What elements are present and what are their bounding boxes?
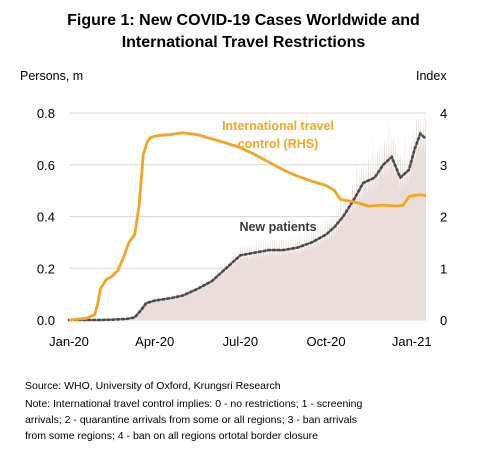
travel-control-line [68, 131, 427, 322]
x-tick-label: Jan-20 [49, 334, 89, 349]
chart-title-line-2: International Travel Restrictions [121, 34, 366, 51]
right-y-tick-label: 0 [440, 313, 447, 328]
chart-title: Figure 1: New COVID-19 Cases Worldwide a… [0, 10, 487, 54]
right-axis-unit-label: Index [416, 69, 447, 83]
new-patients-area [69, 113, 426, 320]
travel-control-annotation-line-1: International travel [222, 119, 334, 133]
left-y-tick-label: 0.0 [37, 313, 55, 328]
left-axis-unit-label: Persons, m [20, 69, 84, 83]
chart-notes: Source: WHO, University of Oxford, Krung… [25, 378, 475, 444]
x-tick-label: Apr-20 [135, 334, 174, 349]
explanation-note-line-3: from some regions; 4 - ban on all region… [25, 430, 318, 442]
right-y-tick-label: 1 [440, 261, 447, 276]
source-note: Source: WHO, University of Oxford, Krung… [25, 380, 281, 392]
left-y-tick-label: 0.2 [37, 261, 55, 276]
explanation-note-line-1: Note: International travel control impli… [25, 398, 363, 410]
left-y-tick-label: 0.6 [37, 158, 55, 173]
x-tick-label: Oct-20 [307, 334, 346, 349]
right-y-tick-label: 2 [440, 210, 447, 225]
right-y-tick-label: 4 [440, 106, 447, 121]
chart-plot-area: 0.0 0 0.2 1 0.4 2 0.6 3 0.8 4 Jan-20 Apr-20 Jul-20 Oc… [37, 106, 447, 349]
chart-title-line-1: Figure 1: New COVID-19 Cases Worldwide a… [67, 12, 420, 29]
left-y-tick-label: 0.8 [37, 106, 55, 121]
x-tick-label: Jan-21 [392, 334, 432, 349]
explanation-note-line-2: arrivals; 2 - quarantine arrivals from s… [25, 414, 358, 426]
x-tick-label: Jul-20 [223, 334, 258, 349]
travel-control-annotation-line-2: control (RHS) [238, 137, 319, 151]
right-y-tick-label: 3 [440, 158, 447, 173]
new-patients-annotation: New patients [239, 220, 316, 234]
new-patients-line [67, 131, 428, 322]
left-y-tick-label: 0.4 [37, 210, 55, 225]
